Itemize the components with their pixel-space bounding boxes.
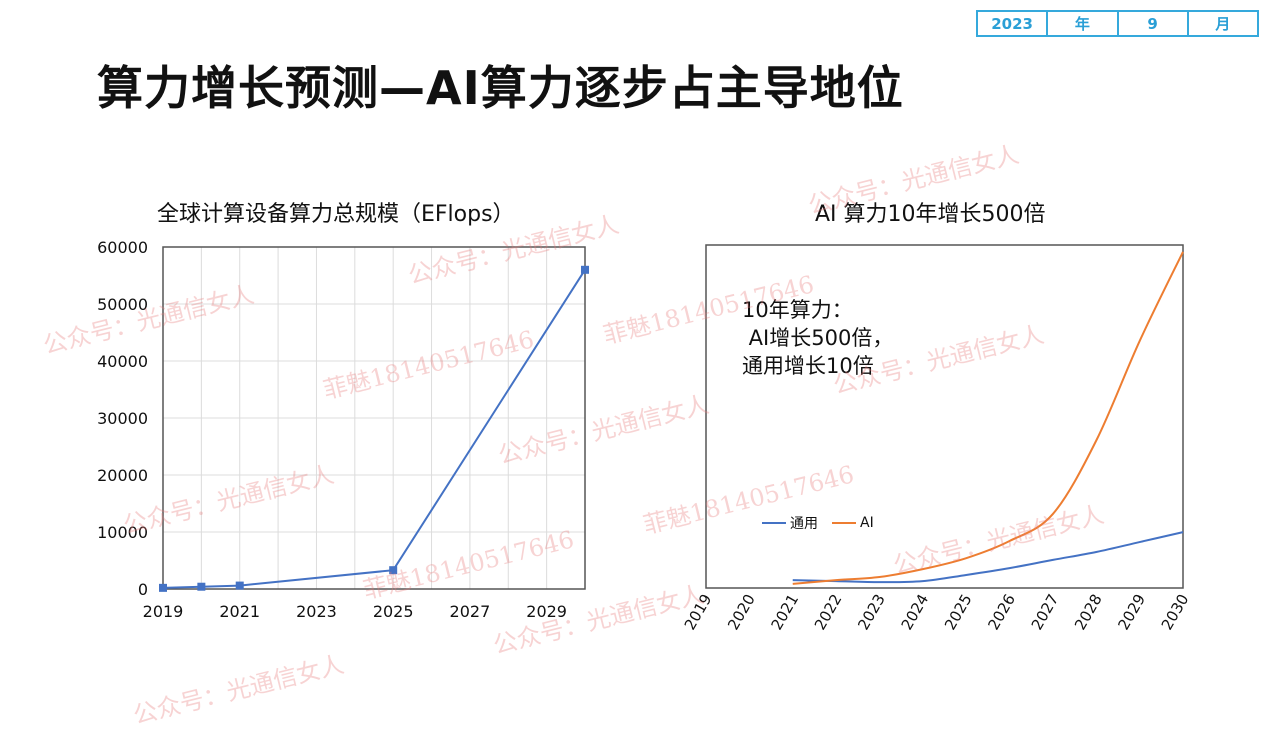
x-tick-label: 2023: [854, 591, 889, 633]
date-year: 2023: [978, 12, 1049, 35]
plot-frame: [705, 244, 1184, 589]
x-tick-label: 2027: [450, 602, 491, 621]
y-tick-label: 0: [138, 580, 148, 599]
date-month: 9: [1119, 12, 1189, 35]
legend: 通用 AI: [762, 513, 874, 533]
y-tick-label: 30000: [97, 409, 148, 428]
legend-swatch-general: [762, 522, 786, 524]
right-chart-title: AI 算力10年增长500倍: [815, 202, 1046, 227]
x-tick-label: 2023: [296, 602, 337, 621]
series-line-general: [792, 531, 1184, 584]
x-tick-label: 2020: [724, 591, 759, 633]
chart-annotation: 10年算力： AI增长500倍， 通用增长10倍: [742, 296, 893, 380]
page-title: 算力增长预测—AI算力逐步占主导地位: [97, 61, 904, 115]
x-tick-label: 2019: [143, 602, 184, 621]
y-tick-label: 60000: [97, 238, 148, 257]
x-tick-label: 2029: [1114, 591, 1149, 633]
date-month-unit: 月: [1215, 15, 1231, 33]
x-tick-label: 2029: [526, 602, 567, 621]
data-point: [197, 582, 206, 591]
x-tick-label: 2022: [811, 591, 846, 633]
y-tick-label: 40000: [97, 352, 148, 371]
note-line: 通用增长10倍: [742, 354, 874, 378]
plot-frame: [162, 246, 586, 590]
legend-label-general: 通用: [790, 516, 818, 532]
date-box: 2023 年 9 月: [976, 10, 1259, 37]
x-tick-label: 2024: [898, 591, 933, 633]
x-tick-label: 2025: [373, 602, 414, 621]
series-line-ai: [792, 251, 1184, 585]
x-tick-label: 2019: [681, 591, 716, 633]
data-point: [389, 566, 398, 575]
data-point: [159, 583, 167, 592]
note-line: 10年算力：: [742, 298, 853, 322]
y-tick-label: 20000: [97, 466, 148, 485]
legend-swatch-ai: [832, 522, 856, 524]
x-tick-label: 2028: [1071, 591, 1106, 633]
y-tick-label: 50000: [97, 295, 148, 314]
x-tick-label: 2027: [1028, 591, 1063, 633]
y-tick-label: 10000: [97, 523, 148, 542]
data-point: [581, 265, 589, 274]
x-tick-label: 2025: [941, 591, 976, 633]
legend-label-ai: AI: [860, 515, 874, 531]
note-line: AI增长500倍，: [742, 326, 894, 350]
x-tick-label: 2021: [768, 591, 803, 633]
x-tick-label: 2021: [219, 602, 260, 621]
x-tick-label: 2026: [984, 591, 1019, 633]
series-line: [162, 269, 586, 589]
data-point: [235, 581, 244, 590]
x-tick-label: 2030: [1158, 591, 1193, 633]
left-chart-title: 全球计算设备算力总规模（EFlops）: [157, 202, 515, 227]
date-year-unit: 年: [1048, 12, 1119, 35]
